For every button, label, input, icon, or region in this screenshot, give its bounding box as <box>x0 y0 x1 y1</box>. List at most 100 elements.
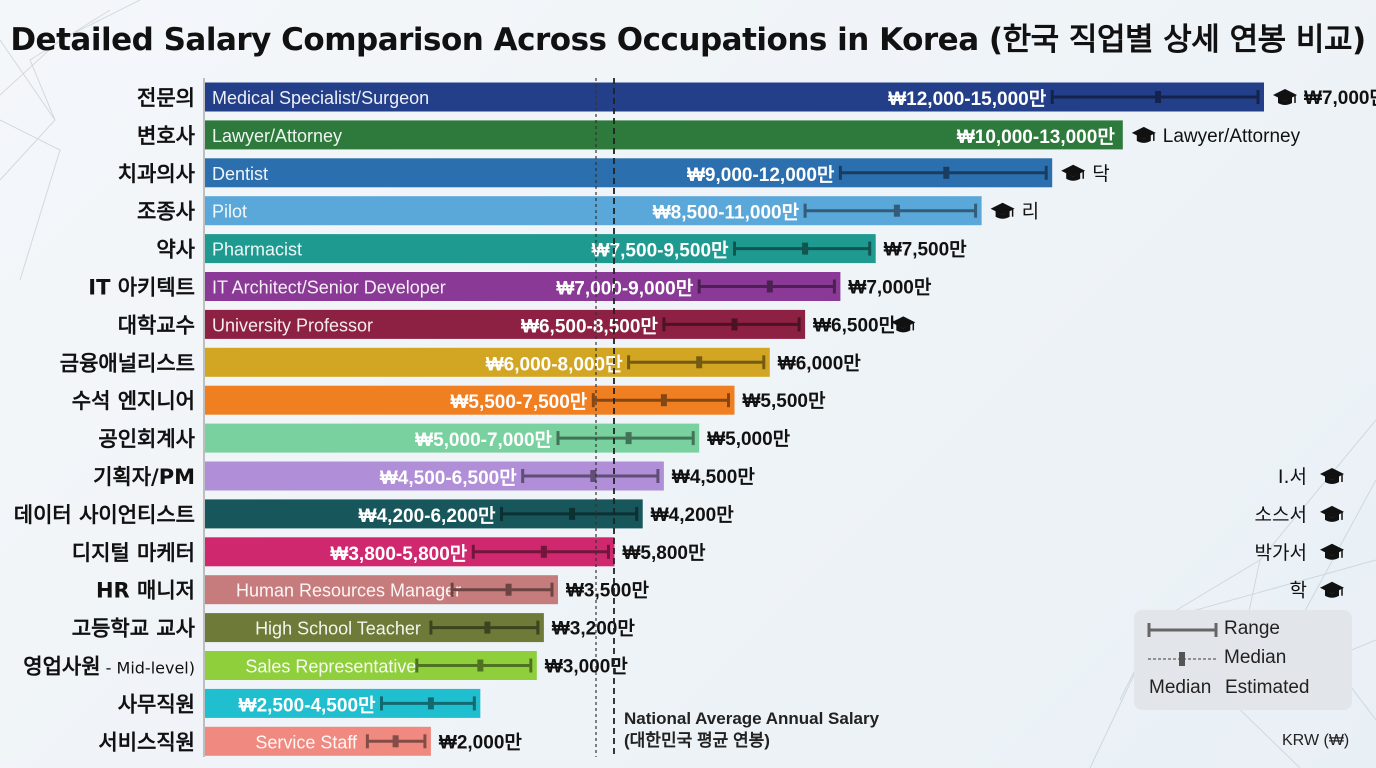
cap-top <box>1320 543 1344 556</box>
median-marker <box>943 166 950 179</box>
category-label-text: 수석 엔지니어 <box>72 389 195 413</box>
end-value-label: ₩5,000만 <box>707 428 790 450</box>
cap-base <box>1325 513 1339 522</box>
unit-label: KRW (₩) <box>1282 732 1350 749</box>
graduation-cap-icon <box>1320 543 1344 560</box>
category-label: 영업사원 - Mid-level) <box>23 655 195 679</box>
median-marker <box>731 318 738 331</box>
cap-base <box>1325 476 1339 484</box>
end-value-label: ₩3,500만 <box>566 580 649 602</box>
side-badge-text: I.서 <box>1278 466 1307 488</box>
bar-english-label: Service Staff <box>255 732 358 752</box>
bar-row-10: 기획자/PM ₩4,500-6,500만 ₩4,500만 <box>93 461 755 491</box>
bar-english-label: Dentist <box>212 164 268 184</box>
category-label: 변호사 <box>137 124 196 148</box>
category-label-text: 기획자/PM <box>93 465 195 489</box>
side-badge-text: 박가서 <box>1255 542 1307 564</box>
range-value-label: ₩4,200-6,200만 <box>359 505 496 527</box>
bar-english-label: High School Teacher <box>255 619 421 639</box>
bar-english-label: Pharmacist <box>212 240 302 260</box>
end-value-label: ₩5,800만 <box>622 542 705 564</box>
category-label-text: 약사 <box>156 238 195 262</box>
legend: Range Median Median Estimated <box>1134 610 1352 710</box>
bar-row-2: 치과의사 Dentist ₩9,000-12,000만 닥 <box>118 158 1110 188</box>
end-value-label: ₩7,000만 <box>848 277 931 299</box>
range-value-label: ₩6,500-8,500만 <box>521 315 658 337</box>
reference-line-label-line2: (대한민국 평균 연봉) <box>624 731 770 750</box>
bar-row-7: 금융애널리스트 ₩6,000-8,000만 ₩6,000만 <box>60 347 861 377</box>
category-label: 데이터 사이언티스트 <box>14 503 195 527</box>
graduation-cap-icon <box>1061 164 1086 181</box>
bar-row-12: 디지털 마케터 ₩3,800-5,800만 ₩5,800만 <box>72 537 706 567</box>
chart-title: Detailed Salary Comparison Across Occupa… <box>10 22 1366 58</box>
category-label: 사무직원 <box>118 692 195 716</box>
median-marker <box>696 356 703 369</box>
graduation-cap-icon <box>1320 505 1344 522</box>
side-badge-0: I.서 <box>1278 466 1307 488</box>
end-value-label: ₩3,200만 <box>552 618 635 640</box>
bar-row-17: 서비스직원 Service Staff ₩2,000만 <box>98 726 522 756</box>
range-value-label: ₩9,000-12,000만 <box>687 164 835 186</box>
category-label: 수석 엔지니어 <box>72 389 195 413</box>
category-label-text: 치과의사 <box>118 162 196 186</box>
category-label-text: 디지털 마케터 <box>72 541 195 565</box>
category-label: 금융애널리스트 <box>60 351 195 375</box>
legend-median-label-2: Median <box>1149 677 1212 698</box>
bar-english-label: Human Resources Manager <box>236 581 461 601</box>
side-badge-3: 학 <box>1290 580 1307 602</box>
range-value-label: ₩4,500-6,500만 <box>380 467 517 489</box>
reference-line-label-line1: National Average Annual Salary <box>624 709 880 728</box>
end-value-label: ₩7,000만 <box>1304 87 1376 109</box>
legend-median-label: Median <box>1224 647 1287 668</box>
end-value-label: ₩4,500만 <box>672 466 755 488</box>
category-label: 고등학교 교사 <box>72 617 196 641</box>
graduation-cap-icon <box>1131 126 1156 143</box>
bar-row-9: 공인회계사 ₩5,000-7,000만 ₩5,000만 <box>98 423 791 453</box>
bar-row-6: 대학교수 University Professor ₩6,500-8,500만 ₩6,… <box>118 309 897 339</box>
median-marker <box>802 242 809 255</box>
category-label-text: HR 매니저 <box>96 579 195 603</box>
category-label-text: 데이터 사이언티스트 <box>14 503 195 527</box>
graduation-cap-icon <box>1320 581 1344 598</box>
bar-row-0: 전문의 Medical Specialist/Surgeon ₩12,000-15,… <box>137 82 1376 112</box>
cap-base <box>1278 97 1292 105</box>
median-marker <box>477 659 484 672</box>
category-label: 공인회계사 <box>98 427 195 451</box>
category-label-text: 변호사 <box>137 124 196 148</box>
cap-base <box>1066 172 1081 181</box>
side-badge-text: 소스서 <box>1255 504 1307 526</box>
graduation-cap-icon <box>891 316 916 333</box>
bar-english-label: Medical Specialist/Surgeon <box>212 88 429 108</box>
category-label: HR 매니저 <box>96 579 195 603</box>
range-value-label: ₩8,500-11,000만 <box>653 202 800 224</box>
cap-top <box>1273 89 1297 101</box>
range-value-label: ₩7,000-9,000만 <box>556 278 693 300</box>
cap-top <box>1131 126 1156 139</box>
median-marker <box>590 470 597 482</box>
range-value-label: ₩2,500-4,500만 <box>239 694 376 716</box>
graduation-cap-icon <box>1273 89 1297 105</box>
category-label-text: 조종사 <box>137 200 196 224</box>
category-label: IT 아키텍트 <box>88 276 195 300</box>
cap-base <box>995 210 1010 219</box>
bar-english-label: Pilot <box>212 202 247 222</box>
bar-row-3: 조종사 Pilot ₩8,500-11,000만 리 <box>137 196 1039 226</box>
median-marker <box>625 432 632 445</box>
graduation-cap-icon <box>990 202 1015 219</box>
median-marker <box>1155 91 1162 103</box>
bar-english-label: Sales Representative <box>245 657 416 677</box>
range-value-label: ₩5,500-7,500만 <box>450 391 587 413</box>
legend-median-symbol <box>1148 652 1216 666</box>
cap-top <box>1320 581 1344 594</box>
reference-line-label: National Average Annual Salary (대한민국 평균 … <box>624 708 879 752</box>
legend-range-label: Range <box>1224 618 1280 639</box>
range-value-label: ₩7,500-9,500만 <box>592 240 729 262</box>
median-marker <box>766 280 773 293</box>
legend-estimated-label: Estimated <box>1225 677 1310 698</box>
bar-row-1: 변호사 Lawyer/Attorney ₩10,000-13,000만 Lawyer/… <box>137 120 1301 150</box>
cap-top <box>1061 164 1086 177</box>
category-label-text: IT 아키텍트 <box>88 276 195 300</box>
category-label-text: 대학교수 <box>118 313 195 337</box>
bar-row-5: IT 아키텍트 IT Architect/Senior Developer ₩7,0… <box>88 272 932 301</box>
